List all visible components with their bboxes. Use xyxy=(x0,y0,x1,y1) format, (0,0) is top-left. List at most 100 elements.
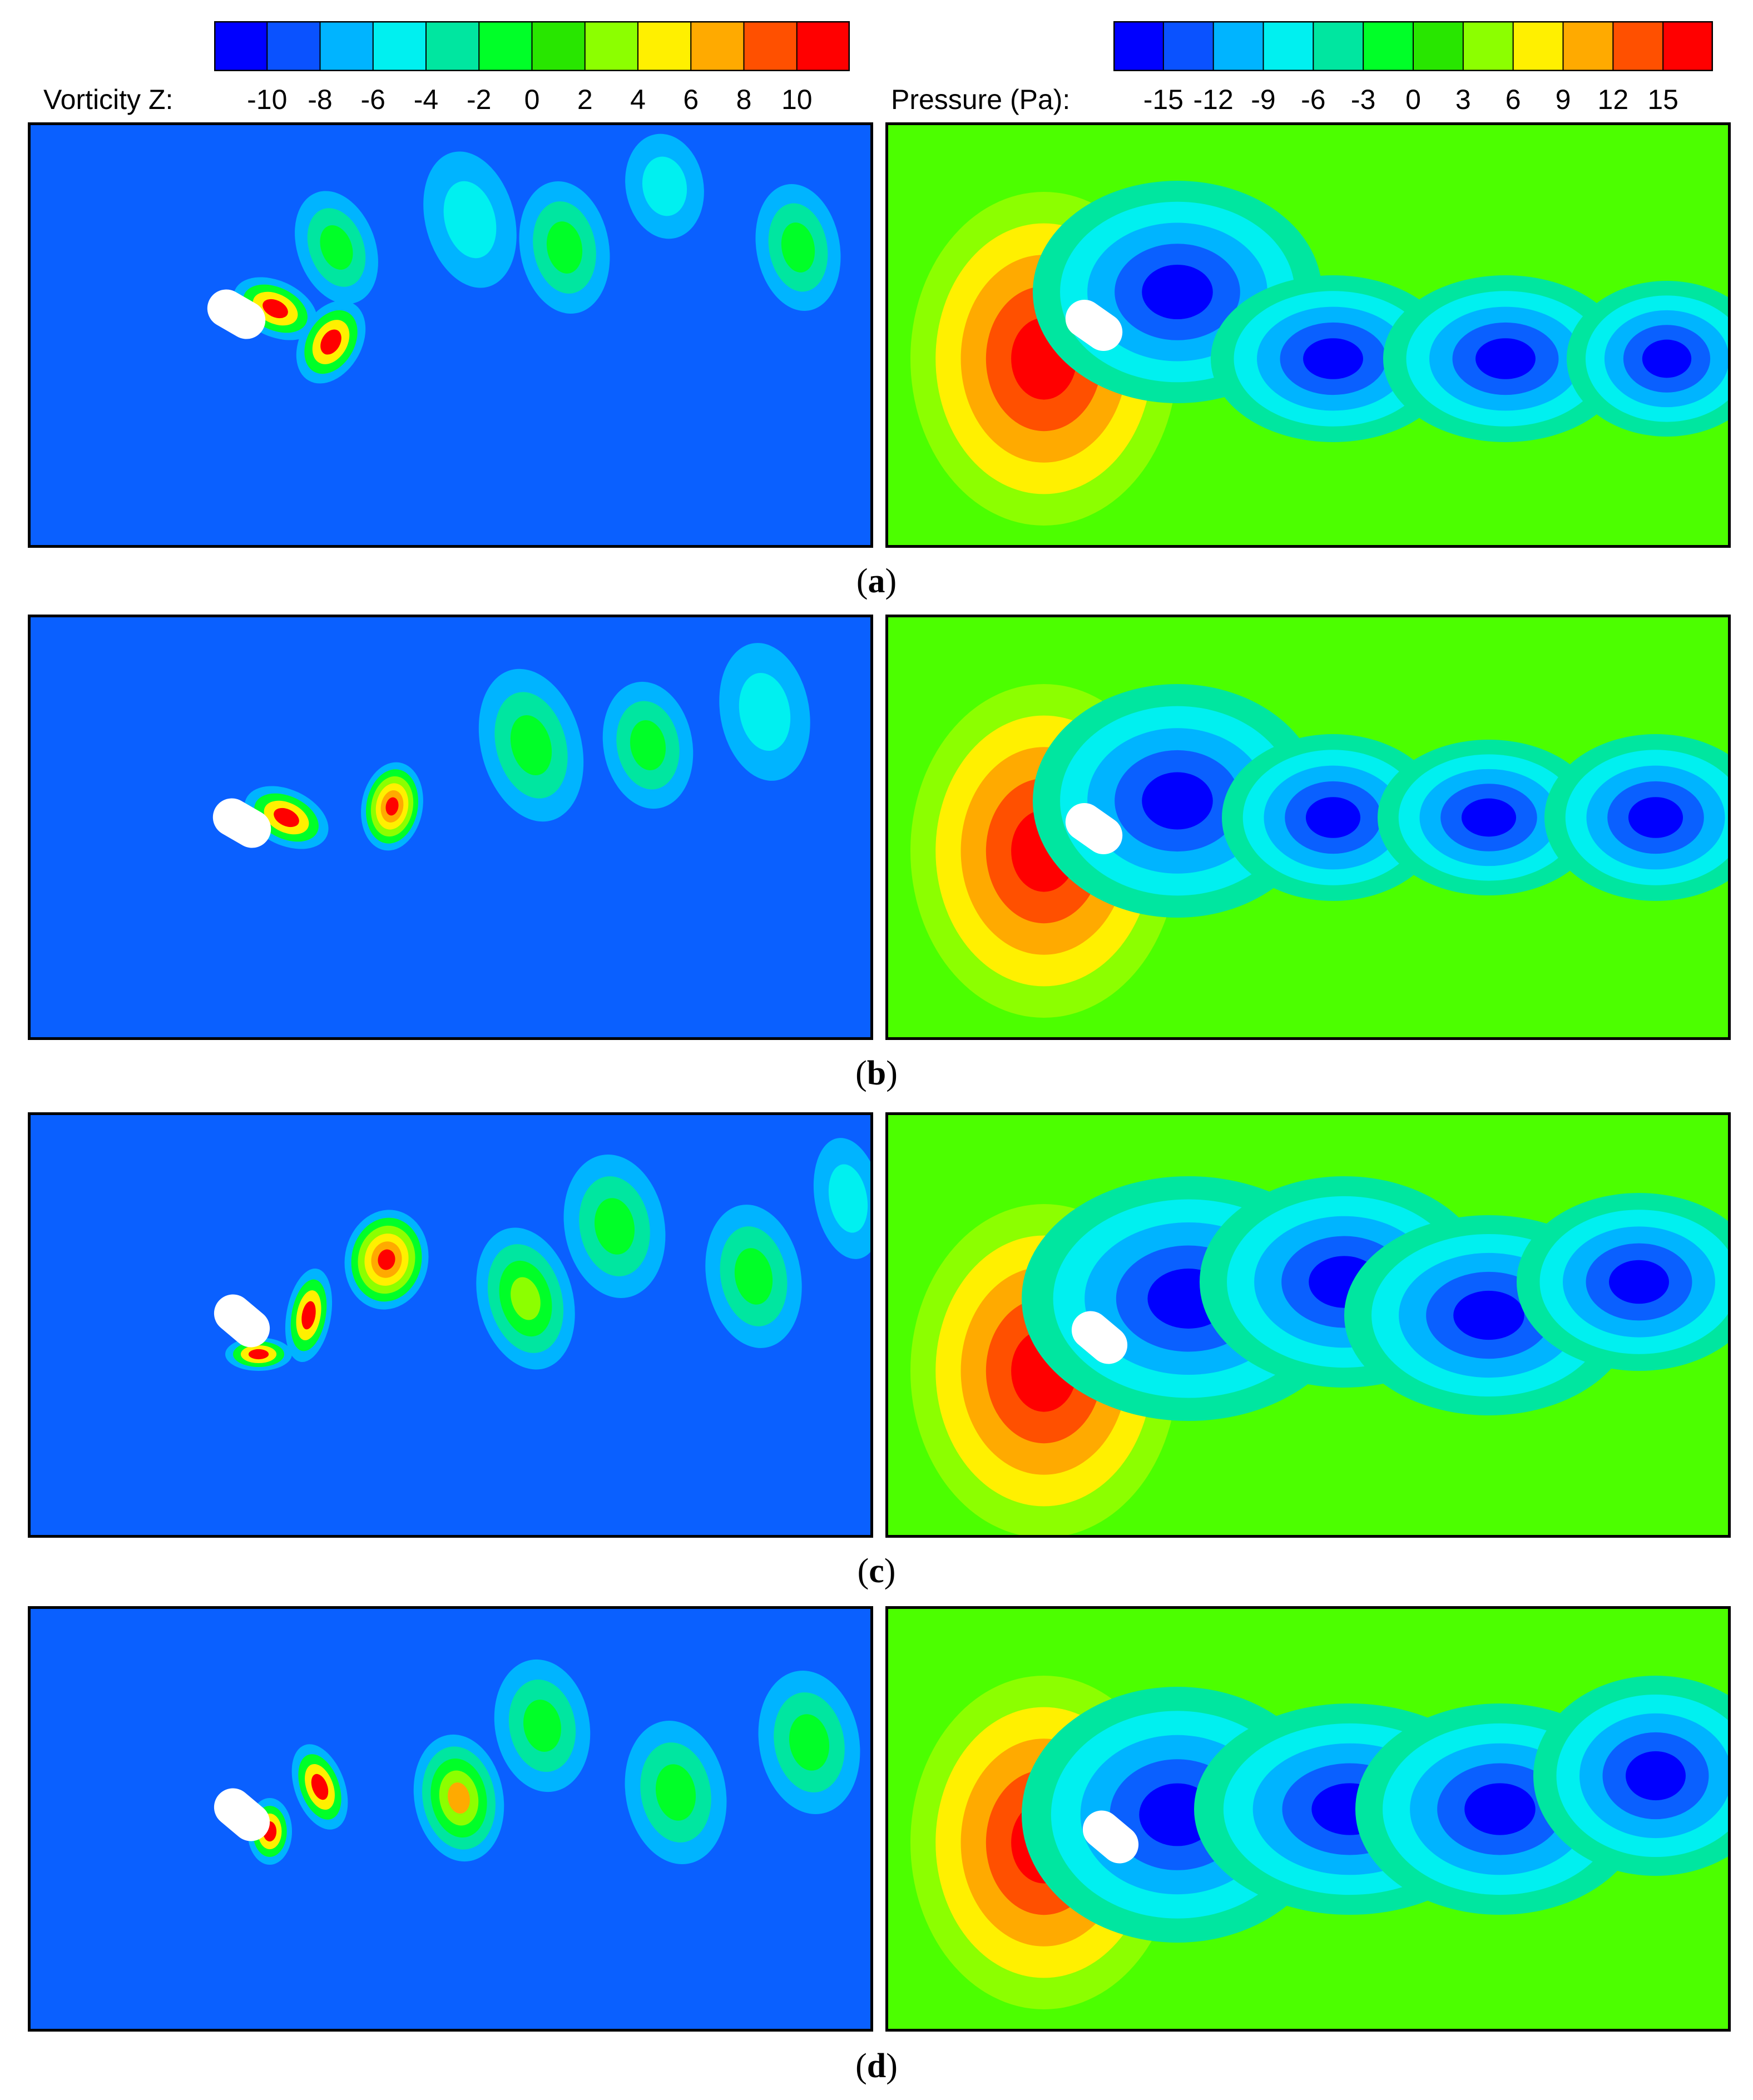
colorbar-swatch xyxy=(1363,21,1414,71)
contour-region xyxy=(1464,1783,1536,1835)
colorbar-tick-label: 8 xyxy=(736,84,752,115)
contour-region xyxy=(274,808,299,828)
colorbar-swatch xyxy=(743,21,798,71)
contour-region xyxy=(734,1248,773,1305)
colorbar-tick-label: -9 xyxy=(1251,84,1276,115)
cylinder-body xyxy=(212,798,271,848)
colorbar-tick-label: -15 xyxy=(1143,84,1183,115)
pressure-field xyxy=(888,1115,1728,1535)
colorbar-swatch xyxy=(584,21,639,71)
vorticity-field xyxy=(31,1609,870,2029)
contour-region xyxy=(1461,798,1517,837)
colorbar-swatch xyxy=(478,21,533,71)
contour-region xyxy=(1305,797,1361,838)
colorbar-tick-label: -3 xyxy=(1350,84,1376,115)
colorbar-tick-label: -12 xyxy=(1193,84,1234,115)
colorbar-tick-label: 2 xyxy=(577,84,593,115)
colorbar-tick-label: -6 xyxy=(360,84,385,115)
vorticity-legend-title: Vorticity Z: xyxy=(43,84,174,115)
contour-region xyxy=(1609,1260,1669,1304)
contour-region xyxy=(510,715,552,776)
cylinder-body xyxy=(1071,1311,1128,1364)
colorbar-swatch xyxy=(319,21,374,71)
colorbar-tick-label: -2 xyxy=(467,84,492,115)
colorbar-swatch xyxy=(214,21,268,71)
contour-region xyxy=(320,329,341,355)
vorticity-field xyxy=(31,125,870,545)
colorbar-swatch xyxy=(266,21,321,71)
colorbar-swatch xyxy=(1512,21,1564,71)
vorticity-field xyxy=(31,617,870,1037)
colorbar-swatch xyxy=(1212,21,1265,71)
cylinder-body xyxy=(214,1788,270,1841)
contour-region xyxy=(828,1164,868,1233)
colorbar-tick-label: -6 xyxy=(1301,84,1326,115)
contour-region xyxy=(263,299,288,319)
contour-region xyxy=(630,720,666,770)
contour-region xyxy=(248,1349,269,1360)
contour-region xyxy=(1475,338,1536,379)
colorbar-swatch xyxy=(1113,21,1165,71)
pressure-panel-c xyxy=(885,1112,1731,1538)
contour-region xyxy=(320,225,353,270)
colorbar-swatch xyxy=(637,21,692,71)
contour-region xyxy=(1142,264,1213,320)
contour-region xyxy=(443,181,497,259)
contour-region xyxy=(301,1301,316,1330)
contour-region xyxy=(781,222,815,273)
colorbar-swatch xyxy=(796,21,850,71)
contour-region xyxy=(523,1700,561,1752)
cylinder-body xyxy=(207,289,266,339)
colorbar-swatch xyxy=(372,21,427,71)
colorbar-tick-label: 10 xyxy=(781,84,813,115)
vorticity-panel-d xyxy=(28,1606,873,2032)
pressure-field xyxy=(888,617,1728,1037)
caption-b: (b) xyxy=(855,1054,898,1092)
contour-region xyxy=(1626,1751,1686,1801)
colorbar-tick-label: 15 xyxy=(1647,84,1678,115)
colorbar-tick-label: 4 xyxy=(630,84,646,115)
caption-d: (d) xyxy=(855,2047,898,2085)
colorbar-swatch xyxy=(425,21,480,71)
contour-region xyxy=(311,1774,329,1800)
contour-region xyxy=(1628,797,1683,838)
colorbar-tick-label: 6 xyxy=(683,84,699,115)
pressure-panel-b xyxy=(885,615,1731,1040)
pressure-legend-title: Pressure (Pa): xyxy=(891,84,1071,115)
contour-region xyxy=(1142,772,1213,830)
contour-region xyxy=(655,1764,696,1821)
colorbar-swatch xyxy=(1262,21,1314,71)
contour-region xyxy=(642,156,687,216)
pressure-field xyxy=(888,1609,1728,2029)
pressure-field xyxy=(888,125,1728,545)
pressure-panel-a xyxy=(885,122,1731,548)
contour-region xyxy=(789,1714,830,1771)
vorticity-colorbar xyxy=(214,21,850,71)
contour-region xyxy=(1453,1290,1524,1340)
colorbar-tick-label: 0 xyxy=(1405,84,1421,115)
contour-region xyxy=(378,1249,395,1270)
caption-c: (c) xyxy=(857,1552,896,1590)
colorbar-swatch xyxy=(531,21,586,71)
contour-region xyxy=(594,1198,635,1255)
colorbar-tick-label: 9 xyxy=(1555,84,1571,115)
colorbar-swatch xyxy=(1162,21,1215,71)
vorticity-panel-c xyxy=(28,1112,873,1538)
colorbar-tick-label: 3 xyxy=(1455,84,1471,115)
caption-a: (a) xyxy=(856,562,897,600)
cylinder-body xyxy=(1065,803,1123,855)
colorbar-swatch xyxy=(1562,21,1614,71)
colorbar-swatch xyxy=(690,21,745,71)
colorbar-tick-label: 6 xyxy=(1505,84,1521,115)
contour-region xyxy=(1303,338,1363,379)
colorbar-tick-label: -8 xyxy=(308,84,333,115)
vorticity-panel-b xyxy=(28,615,873,1040)
contour-region xyxy=(546,221,583,274)
cylinder-body xyxy=(1065,299,1123,351)
pressure-panel-d xyxy=(885,1606,1731,2032)
colorbar-swatch xyxy=(1462,21,1514,71)
pressure-colorbar xyxy=(1113,21,1713,71)
colorbar-swatch xyxy=(1662,21,1713,71)
cylinder-body xyxy=(1082,1810,1139,1864)
contour-region xyxy=(511,1277,541,1320)
